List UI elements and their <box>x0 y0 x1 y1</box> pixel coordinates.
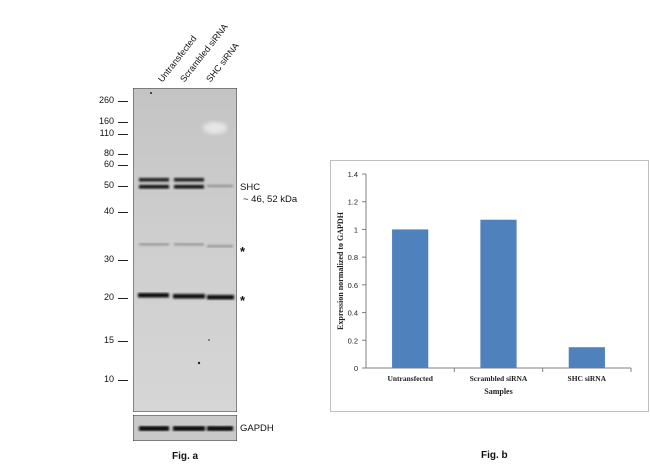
x-axis-title: Samples <box>484 387 512 396</box>
nonspecific-asterisk-upper: * <box>240 244 246 259</box>
shc-target-label: SHC <box>240 182 261 193</box>
mw-marker-60: 60 <box>103 159 114 169</box>
figure-b-label: Fig. b <box>481 450 508 461</box>
gapdh-label: GAPDH <box>240 423 274 434</box>
bar-0 <box>392 229 429 368</box>
shc-size-label: ~ 46, 52 kDa <box>243 194 298 205</box>
mw-tick <box>118 165 128 166</box>
mw-tick <box>118 101 128 102</box>
blot-main-image <box>133 88 237 412</box>
mw-marker-160: 160 <box>98 116 114 126</box>
mw-marker-40: 40 <box>103 206 114 216</box>
mw-marker-10: 10 <box>103 374 114 384</box>
expression-bar-chart: 0 0.2 0.4 0.6 0.8 1 1.2 1.4 Untransfected Scrambl… <box>336 170 632 396</box>
y-tick-label: 0.4 <box>348 309 358 318</box>
mw-tick <box>118 186 128 187</box>
mw-tick <box>118 154 128 155</box>
mw-tick <box>118 341 128 342</box>
blot-gapdh-image <box>133 415 237 441</box>
y-tick-label: 1 <box>354 225 358 234</box>
mw-marker-15: 15 <box>103 335 114 345</box>
y-tick-label: 1.4 <box>348 170 358 179</box>
mw-tick <box>118 298 128 299</box>
mw-marker-110: 110 <box>99 128 114 138</box>
x-tick-label: SHC siRNA <box>568 374 607 383</box>
y-tick-label: 1.2 <box>348 198 358 207</box>
mw-tick <box>118 134 128 135</box>
y-tick-label: 0.8 <box>348 253 358 262</box>
y-axis-title: Expression normalized to GAPDH <box>336 211 345 330</box>
y-tick-label: 0.2 <box>348 336 358 345</box>
x-tick-label: Untransfected <box>387 374 433 383</box>
y-tick-label: 0.6 <box>348 281 358 290</box>
bar-1 <box>480 219 517 368</box>
nonspecific-asterisk-lower: * <box>240 293 246 308</box>
mw-tick <box>118 122 128 123</box>
mw-marker-30: 30 <box>103 254 114 264</box>
mw-marker-80: 80 <box>103 148 114 158</box>
mw-marker-260: 260 <box>98 95 114 105</box>
x-tick-label: Scrambled siRNA <box>470 374 528 383</box>
mw-marker-20: 20 <box>103 292 114 302</box>
mw-tick <box>118 212 128 213</box>
bar-2 <box>568 347 605 368</box>
figure-a-label: Fig. a <box>172 451 199 462</box>
mw-marker-50: 50 <box>103 180 114 190</box>
expression-chart-panel: 0 0.2 0.4 0.6 0.8 1 1.2 1.4 Untransfected Scrambl… <box>330 160 649 412</box>
mw-tick <box>118 380 128 381</box>
y-tick-label: 0 <box>354 364 358 373</box>
mw-tick <box>118 260 128 261</box>
